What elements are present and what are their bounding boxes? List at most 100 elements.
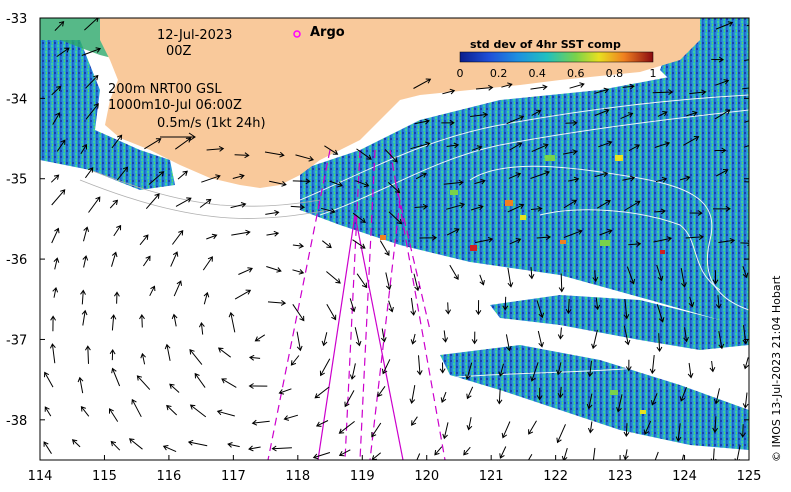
velocity-arrow (531, 109, 542, 116)
velocity-arrow (283, 414, 299, 421)
x-tick-label: 118 (285, 469, 310, 484)
velocity-arrow (320, 207, 336, 214)
velocity-arrow (149, 285, 156, 297)
velocity-arrow (85, 103, 99, 120)
velocity-arrow (77, 376, 84, 394)
y-tick-label: -37 (6, 333, 27, 348)
velocity-arrow (656, 333, 663, 353)
velocity-arrow (385, 272, 392, 291)
velocity-arrow (465, 362, 473, 380)
velocity-arrow (442, 88, 456, 95)
velocity-arrow (683, 136, 700, 146)
velocity-arrow (269, 180, 287, 187)
velocity-arrow (52, 112, 61, 125)
velocity-arrow (656, 304, 665, 323)
velocity-arrow (264, 151, 285, 158)
credit-text: © IMOS 13-Jul-2023 21:04 Hobart (770, 275, 783, 462)
velocity-arrow (501, 82, 513, 89)
x-tick-label: 125 (737, 469, 762, 484)
velocity-arrow (326, 304, 337, 321)
velocity-scale-arrow (160, 132, 196, 142)
velocity-arrow (44, 371, 54, 388)
velocity-arrow (748, 208, 749, 210)
velocity-arrow (349, 298, 356, 313)
velocity-arrow (387, 182, 401, 194)
velocity-arrow (81, 309, 88, 326)
velocity-arrow (355, 180, 370, 188)
velocity-arrow (199, 198, 212, 208)
x-tick-label: 119 (350, 469, 375, 484)
velocity-arrow (410, 297, 417, 316)
velocity-arrow (561, 447, 568, 460)
velocity-arrow (536, 300, 545, 319)
colorbar-tick-label: 1 (650, 67, 657, 80)
velocity-arrow (651, 393, 658, 406)
time-label: 00Z (166, 44, 192, 59)
velocity-arrow (371, 422, 382, 438)
velocity-arrow (230, 202, 247, 209)
velocity-arrow (131, 398, 142, 418)
velocity-arrow (413, 273, 420, 292)
velocity-arrow (594, 108, 610, 116)
velocity-arrow (744, 120, 749, 123)
velocity-arrow (687, 362, 694, 379)
velocity-arrow (139, 313, 145, 328)
velocity-arrow (591, 329, 598, 350)
y-tick-label: -38 (6, 414, 27, 429)
velocity-arrow (742, 266, 749, 279)
velocity-arrow (509, 238, 522, 245)
velocity-arrow (292, 242, 305, 249)
velocity-arrow (142, 255, 151, 267)
velocity-arrow (742, 392, 749, 409)
velocity-arrow (594, 87, 610, 94)
velocity-arrow (715, 79, 730, 86)
velocity-arrow (624, 200, 641, 211)
velocity-arrow (657, 111, 668, 117)
velocity-arrow (50, 315, 57, 332)
velocity-arrow (688, 296, 695, 308)
velocity-arrow (596, 200, 611, 209)
velocity-arrow (442, 422, 449, 440)
velocity-arrow (689, 210, 703, 217)
velocity-arrow (449, 264, 459, 281)
velocity-arrow (530, 205, 543, 212)
velocity-arrow (567, 176, 580, 183)
velocity-arrow (537, 330, 544, 348)
velocity-arrow (344, 390, 355, 408)
velocity-arrow (169, 383, 180, 393)
velocity-arrow (475, 300, 482, 316)
velocity-arrow (173, 280, 182, 297)
velocity-arrow (416, 453, 421, 460)
sst-patch-main (300, 70, 749, 330)
velocity-arrow (109, 408, 119, 422)
velocity-arrow (528, 267, 535, 280)
velocity-arrow (679, 175, 691, 181)
velocity-arrow (221, 378, 237, 388)
velocity-arrow (656, 264, 664, 282)
velocity-arrow (43, 441, 52, 454)
velocity-arrow (56, 47, 70, 58)
velocity-arrow (113, 291, 120, 304)
colorbar-tick-label: 0.8 (606, 67, 624, 80)
velocity-arrow (530, 84, 548, 91)
velocity-arrow (710, 448, 717, 460)
velocity-arrow (254, 334, 266, 342)
sst-patch-south (440, 345, 749, 450)
velocity-arrow (82, 255, 89, 268)
argo-marker (293, 30, 301, 38)
velocity-arrow (232, 173, 245, 180)
velocity-arrow (471, 145, 483, 151)
velocity-arrow (530, 362, 539, 382)
velocity-arrow (171, 313, 178, 327)
velocity-arrow (164, 343, 171, 361)
velocity-arrow (312, 452, 331, 460)
velocity-arrow (148, 171, 165, 185)
velocity-arrow (110, 440, 121, 451)
velocity-arrow (382, 359, 391, 375)
x-tick-label: 124 (672, 469, 697, 484)
velocity-arrow (434, 446, 443, 456)
velocity-arrow (139, 234, 149, 246)
velocity-arrow (598, 140, 613, 148)
velocity-arrow (508, 172, 522, 179)
velocity-arrow (441, 119, 455, 126)
